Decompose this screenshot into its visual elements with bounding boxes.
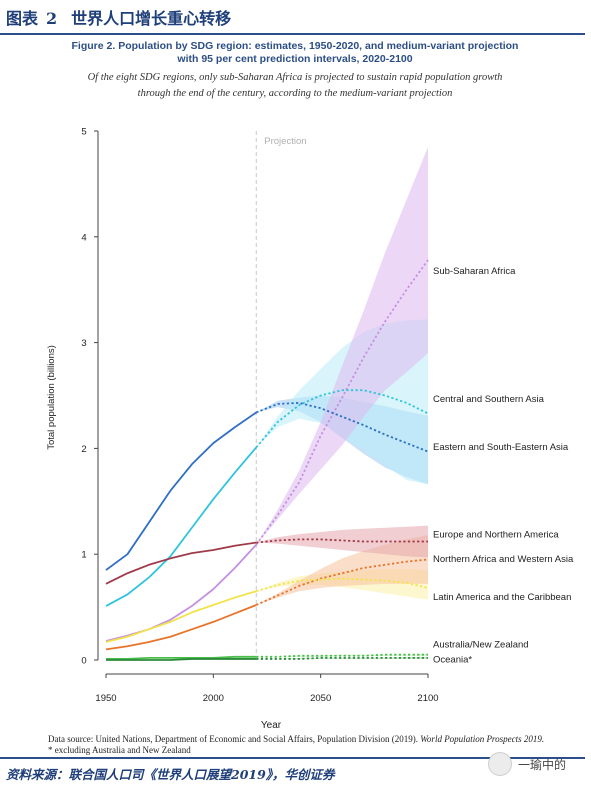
x-tick-label: 1950 bbox=[95, 693, 116, 704]
y-tick-label: 5 bbox=[81, 127, 86, 138]
heading-title: 世界人口增长重心转移 bbox=[71, 9, 232, 28]
line-projection-central-and-southern-asia bbox=[255, 389, 429, 448]
band-oceania bbox=[256, 656, 428, 659]
figure-subtitle-line-2: through the end of the century, accordin… bbox=[137, 88, 453, 99]
wechat-icon bbox=[488, 752, 512, 776]
watermark-text: 一瑜中的 bbox=[518, 757, 567, 772]
figure-title-line-2: with 95 per cent prediction intervals, 2… bbox=[177, 53, 413, 65]
x-axis-title: Year bbox=[261, 720, 282, 731]
figure-title-line-1: Figure 2. Population by SDG region: esti… bbox=[71, 40, 519, 52]
line-projection-oceania bbox=[256, 656, 428, 660]
x-tick-label: 2000 bbox=[203, 693, 224, 704]
series-label-australia-new-zealand: Australia/New Zealand bbox=[433, 640, 529, 651]
band-australia-new-zealand bbox=[256, 653, 428, 657]
line-projection-sub-saharan-africa bbox=[255, 259, 429, 546]
x-tick-label: 2100 bbox=[417, 693, 438, 704]
data-source-prefix: Data source: United Nations, Department … bbox=[48, 734, 419, 744]
series-label-europe-and-northern-america: Europe and Northern America bbox=[433, 530, 559, 541]
line-estimate-central-and-southern-asia bbox=[105, 446, 257, 607]
line-estimate-eastern-and-south-eastern-asia bbox=[105, 411, 257, 571]
report-chart-heading: 图表 2 世界人口增长重心转移 bbox=[6, 5, 586, 33]
y-tick-label: 2 bbox=[81, 444, 86, 455]
watermark: 一瑜中的 bbox=[488, 752, 566, 776]
figure-subtitle: Of the eight SDG regions, only sub-Sahar… bbox=[40, 70, 550, 102]
band-europe-and-northern-america bbox=[256, 525, 428, 558]
figure-title: Figure 2. Population by SDG region: esti… bbox=[40, 40, 550, 66]
figure-subtitle-line-1: Of the eight SDG regions, only sub-Sahar… bbox=[87, 72, 503, 83]
series-label-northern-africa-and-western-asia: Northern Africa and Western Asia bbox=[433, 554, 574, 565]
line-projection-europe-and-northern-america bbox=[256, 538, 428, 544]
series-label-sub-saharan-africa: Sub-Saharan Africa bbox=[433, 266, 516, 277]
series-label-latin-america-and-the-caribbean: Latin America and the Caribbean bbox=[433, 592, 571, 603]
line-estimate-europe-and-northern-america bbox=[105, 541, 257, 585]
line-estimate-northern-africa-and-western-asia bbox=[105, 604, 257, 651]
projection-label: Projection bbox=[264, 136, 306, 147]
x-tick-label: 2050 bbox=[310, 693, 331, 704]
y-tick-label: 3 bbox=[81, 338, 86, 349]
line-estimate-australia-new-zealand bbox=[106, 655, 257, 660]
series-label-oceania: Oceania* bbox=[433, 654, 472, 665]
report-source-line: 资料来源：联合国人口司《世界人口展望2019》，华创证券 bbox=[6, 767, 335, 782]
y-tick-label: 1 bbox=[81, 550, 86, 561]
data-source-title: World Population Prospects 2019. bbox=[420, 734, 545, 744]
heading-label: 图表 bbox=[6, 9, 39, 28]
bottom-divider bbox=[0, 757, 585, 759]
line-estimate-latin-america-and-the-caribbean bbox=[105, 590, 257, 643]
line-projection-australia-new-zealand bbox=[256, 653, 428, 658]
series-label-eastern-and-south-eastern-asia: Eastern and South-Eastern Asia bbox=[433, 442, 569, 453]
y-tick-label: 4 bbox=[81, 232, 86, 243]
top-divider bbox=[0, 33, 585, 35]
asterisk-note: * excluding Australia and New Zealand bbox=[48, 745, 191, 755]
y-axis-title: Total population (billions) bbox=[46, 345, 57, 450]
y-tick-label: 0 bbox=[81, 656, 86, 667]
series-label-central-and-southern-asia: Central and Southern Asia bbox=[433, 394, 545, 405]
data-source-note: Data source: United Nations, Department … bbox=[48, 734, 588, 745]
line-estimate-oceania bbox=[106, 658, 257, 661]
heading-number: 2 bbox=[46, 9, 58, 28]
band-sub-saharan-africa bbox=[256, 146, 428, 545]
line-projection-latin-america-and-the-caribbean bbox=[256, 577, 429, 593]
chart-footnote: Data source: United Nations, Department … bbox=[48, 734, 588, 756]
